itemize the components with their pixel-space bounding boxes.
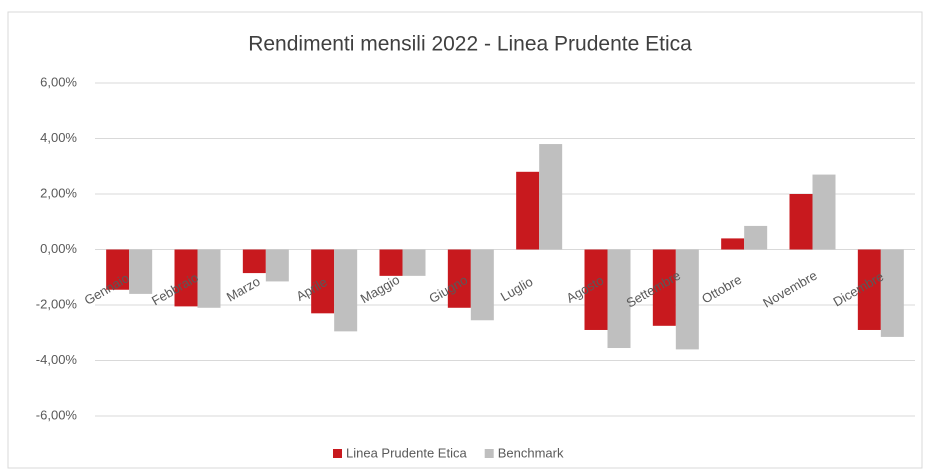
bar [470,249,494,321]
bar [242,249,266,274]
bar [880,249,904,337]
bar [197,249,221,308]
bar [402,249,426,276]
bar [516,171,540,250]
bar [334,249,358,332]
bar [652,249,676,326]
y-tick-label: 6,00% [40,74,77,89]
bar [106,249,130,290]
bar [607,249,631,349]
legend-label: Linea Prudente Etica [346,445,467,460]
y-tick-label: 4,00% [40,130,77,145]
bar [812,174,836,250]
bar [174,249,198,307]
bar [379,249,403,276]
y-tick-label: -2,00% [36,296,78,311]
legend-swatch [333,449,342,458]
y-tick-label: -6,00% [36,407,78,422]
y-tick-label: -4,00% [36,352,78,367]
bar [744,225,768,250]
legend-swatch [484,449,494,458]
bar [311,249,335,314]
bar [447,249,471,308]
chart-border [7,11,923,469]
bar [129,249,153,294]
y-tick-label: 0,00% [40,241,77,256]
bar [675,249,699,350]
bar [539,144,563,250]
bar [584,249,608,330]
bar [265,249,289,282]
y-tick-label: 2,00% [40,185,77,200]
bar [857,249,881,330]
bar [789,194,813,250]
bar [721,238,745,250]
chart-title: Rendimenti mensili 2022 - Linea Prudente… [248,33,692,56]
legend-label: Benchmark [498,445,564,460]
